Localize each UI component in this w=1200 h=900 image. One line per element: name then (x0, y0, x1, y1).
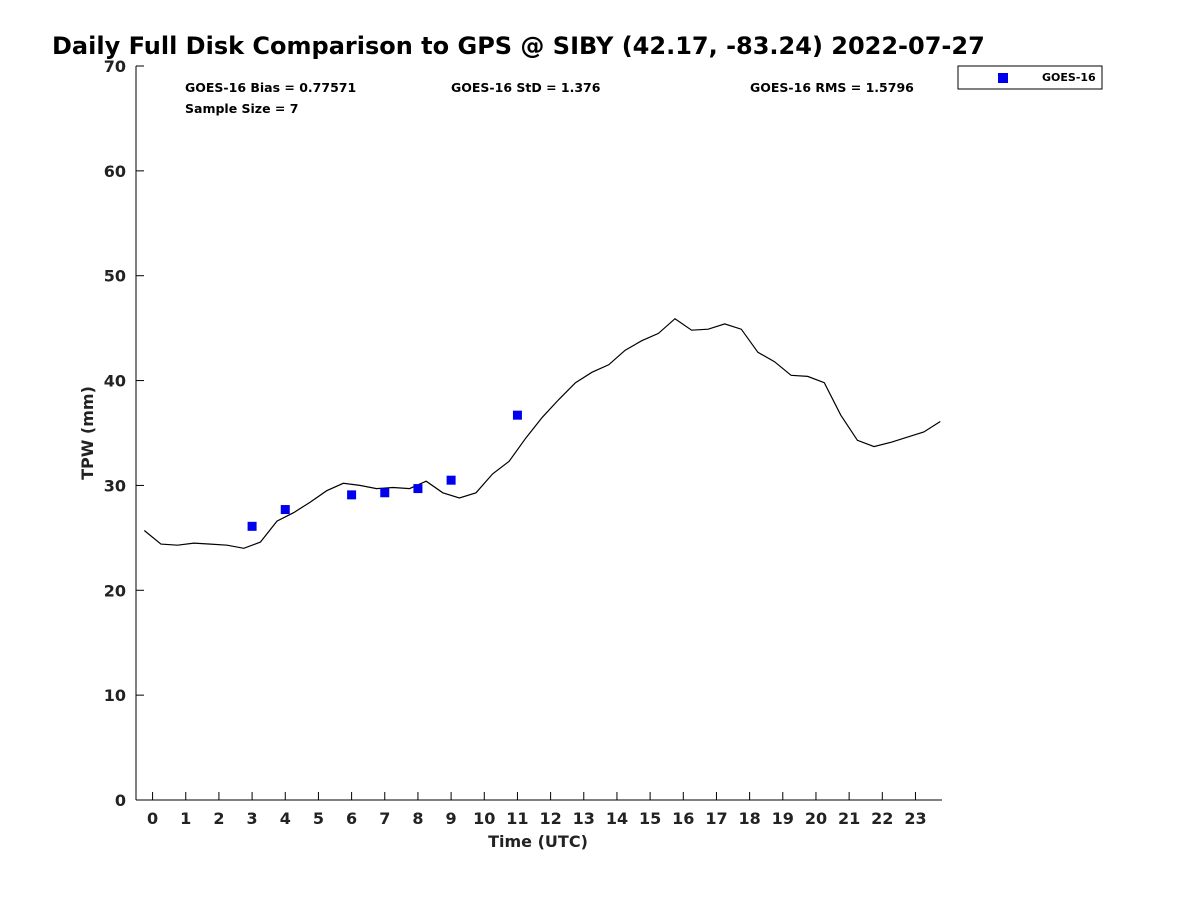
goes-16-point (347, 490, 357, 500)
goes-16-point (380, 488, 390, 498)
x-tick-label: 8 (412, 809, 423, 828)
stats-annotations: GOES-16 Bias = 0.77571 GOES-16 StD = 1.3… (185, 80, 914, 116)
x-tick-label: 21 (838, 809, 860, 828)
sample-size-annotation: Sample Size = 7 (185, 101, 298, 116)
bias-annotation: GOES-16 Bias = 0.77571 (185, 80, 356, 95)
x-tick-label: 17 (705, 809, 727, 828)
y-tick-label: 10 (104, 686, 126, 705)
goes-16-series (247, 410, 522, 531)
goes-16-point (446, 475, 456, 485)
gps-tpw-line (143, 317, 941, 549)
y-tick-label: 60 (104, 162, 126, 181)
axes (135, 66, 942, 801)
x-tick-label: 13 (573, 809, 595, 828)
std-annotation: GOES-16 StD = 1.376 (451, 80, 601, 95)
x-tick-label: 19 (772, 809, 794, 828)
x-tick-label: 1 (180, 809, 191, 828)
goes-16-point (512, 410, 522, 420)
x-tick-label: 9 (446, 809, 457, 828)
x-tick-label: 6 (346, 809, 357, 828)
x-tick-label: 4 (280, 809, 291, 828)
gps-series (143, 317, 941, 549)
x-tick-label: 5 (313, 809, 324, 828)
goes-16-point (247, 521, 257, 531)
rms-annotation: GOES-16 RMS = 1.5796 (750, 80, 914, 95)
x-axis-label: Time (UTC) (488, 832, 588, 851)
legend-label-goes-16: GOES-16 (1042, 71, 1096, 84)
y-ticks: 0 10 20 30 40 50 60 70 (104, 57, 144, 810)
x-tick-label: 23 (904, 809, 926, 828)
x-tick-label: 10 (473, 809, 495, 828)
y-tick-label: 40 (104, 372, 126, 391)
x-tick-label: 12 (539, 809, 561, 828)
y-tick-label: 20 (104, 581, 126, 600)
x-tick-label: 7 (379, 809, 390, 828)
goes-16-point (280, 505, 290, 515)
y-tick-label: 30 (104, 476, 126, 495)
legend: GOES-16 (957, 65, 1103, 90)
x-tick-label: 18 (738, 809, 760, 828)
y-tick-label: 70 (104, 57, 126, 76)
goes-16-point (413, 484, 423, 494)
legend-box (957, 65, 1103, 90)
y-axis-label: TPW (mm) (78, 386, 97, 480)
x-tick-label: 11 (506, 809, 528, 828)
x-tick-label: 20 (805, 809, 827, 828)
y-tick-label: 50 (104, 267, 126, 286)
x-tick-label: 15 (639, 809, 661, 828)
x-tick-label: 16 (672, 809, 694, 828)
x-tick-label: 2 (213, 809, 224, 828)
x-tick-label: 3 (247, 809, 258, 828)
x-tick-label: 22 (871, 809, 893, 828)
legend-marker-goes-16 (998, 73, 1008, 83)
x-tick-label: 0 (147, 809, 158, 828)
x-tick-label: 14 (606, 809, 628, 828)
x-ticks: 0 1 2 3 4 5 6 7 8 9 10 11 12 13 14 15 16 17 18 19 20 21 22 23 (147, 792, 927, 828)
chart-title: Daily Full Disk Comparison to GPS @ SIBY… (52, 32, 985, 60)
y-tick-label: 0 (115, 791, 126, 810)
